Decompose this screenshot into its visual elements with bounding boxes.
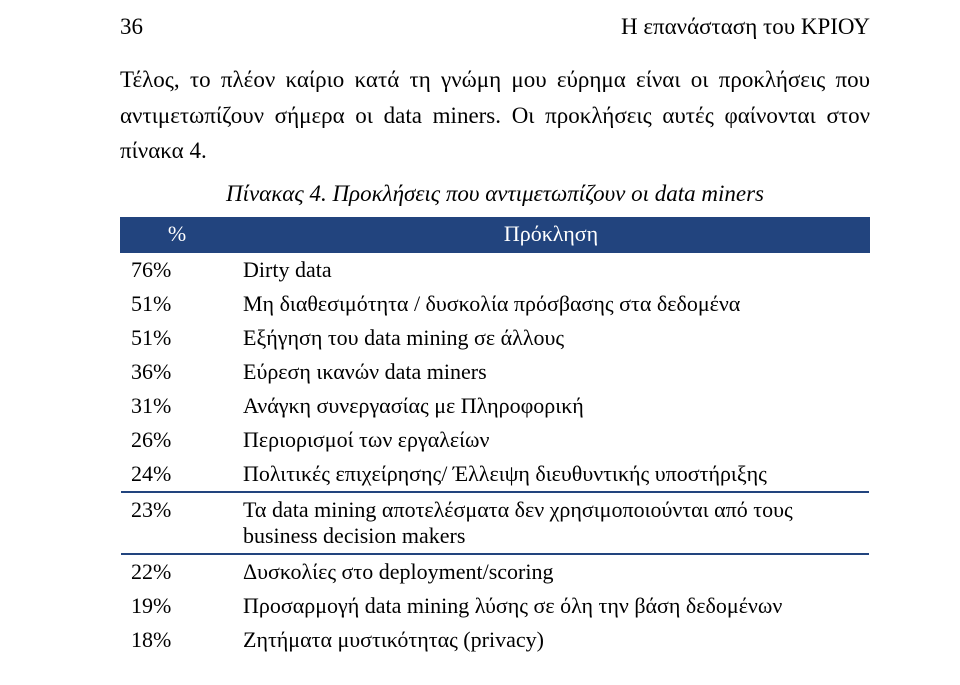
row-desc: Περιορισμοί των εργαλείων xyxy=(233,423,869,457)
table-row: 18%Ζητήματα μυστικότητας (privacy) xyxy=(121,623,869,657)
row-desc: Εύρεση ικανών data miners xyxy=(233,355,869,389)
table-row: 51%Μη διαθεσιμότητα / δυσκολία πρόσβασης… xyxy=(121,287,869,321)
table-row: 23%Τα data mining αποτελέσματα δεν χρησι… xyxy=(121,492,869,554)
row-pct: 36% xyxy=(121,355,233,389)
row-desc: Μη διαθεσιμότητα / δυσκολία πρόσβασης στ… xyxy=(233,287,869,321)
table-row: 19%Προσαρμογή data mining λύσης σε όλη τ… xyxy=(121,589,869,623)
table-caption: Πίνακας 4. Προκλήσεις που αντιμετωπίζουν… xyxy=(120,181,870,207)
row-pct: 51% xyxy=(121,321,233,355)
table-row: 31%Ανάγκη συνεργασίας με Πληροφορική xyxy=(121,389,869,423)
table-row: 76%Dirty data xyxy=(121,253,869,287)
table-header-desc: Πρόκληση xyxy=(233,217,869,253)
row-desc: Τα data mining αποτελέσματα δεν χρησιμοπ… xyxy=(233,492,869,554)
row-pct: 26% xyxy=(121,423,233,457)
row-desc: Πολιτικές επιχείρησης/ Έλλειψη διευθυντι… xyxy=(233,457,869,492)
running-head: Η επανάσταση του ΚΡΙΟΥ xyxy=(621,14,870,40)
row-pct: 76% xyxy=(121,253,233,287)
row-desc: Δυσκολίες στο deployment/scoring xyxy=(233,554,869,589)
page-number: 36 xyxy=(120,14,143,40)
row-pct: 23% xyxy=(121,492,233,554)
row-pct: 51% xyxy=(121,287,233,321)
table-row: 22%Δυσκολίες στο deployment/scoring xyxy=(121,554,869,589)
row-pct: 22% xyxy=(121,554,233,589)
table-row: 24%Πολιτικές επιχείρησης/ Έλλειψη διευθυ… xyxy=(121,457,869,492)
row-pct: 18% xyxy=(121,623,233,657)
row-desc: Εξήγηση του data mining σε άλλους xyxy=(233,321,869,355)
table-header-row: % Πρόκληση xyxy=(121,217,869,253)
row-desc: Ανάγκη συνεργασίας με Πληροφορική xyxy=(233,389,869,423)
table-row: 26%Περιορισμοί των εργαλείων xyxy=(121,423,869,457)
row-desc: Dirty data xyxy=(233,253,869,287)
challenges-table: % Πρόκληση 76%Dirty data51%Μη διαθεσιμότ… xyxy=(120,217,870,657)
row-pct: 31% xyxy=(121,389,233,423)
page: 36 Η επανάσταση του ΚΡΙΟΥ Τέλος, το πλέο… xyxy=(0,0,960,685)
row-pct: 19% xyxy=(121,589,233,623)
table-body: 76%Dirty data51%Μη διαθεσιμότητα / δυσκο… xyxy=(121,253,869,657)
page-header: 36 Η επανάσταση του ΚΡΙΟΥ xyxy=(120,14,870,40)
row-desc: Ζητήματα μυστικότητας (privacy) xyxy=(233,623,869,657)
intro-paragraph: Τέλος, το πλέον καίριο κατά τη γνώμη μου… xyxy=(120,62,870,169)
table-row: 51%Εξήγηση του data mining σε άλλους xyxy=(121,321,869,355)
table-header-pct: % xyxy=(121,217,233,253)
row-pct: 24% xyxy=(121,457,233,492)
table-row: 36%Εύρεση ικανών data miners xyxy=(121,355,869,389)
row-desc: Προσαρμογή data mining λύσης σε όλη την … xyxy=(233,589,869,623)
